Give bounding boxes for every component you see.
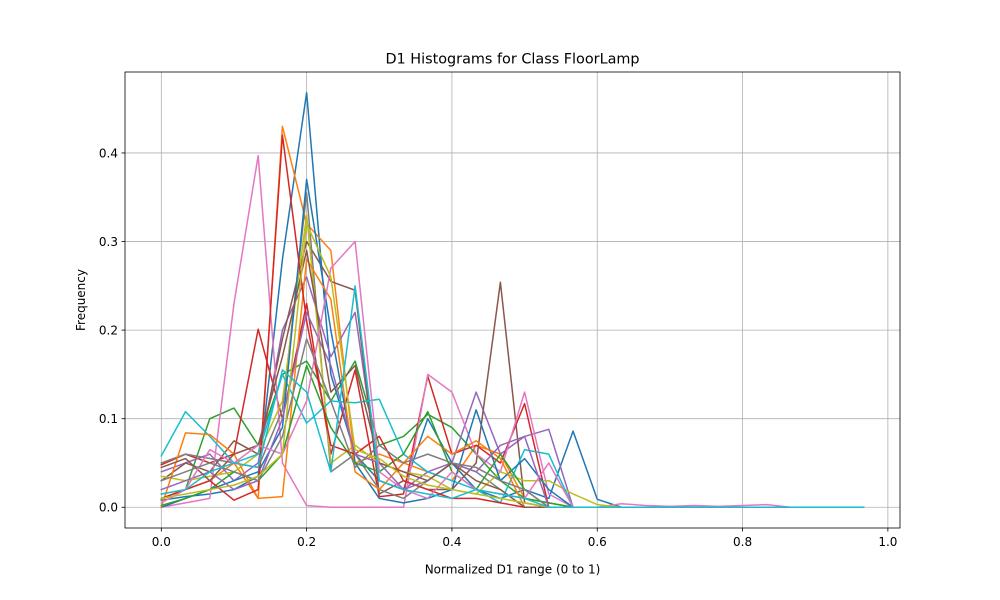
x-tick-label: 0.4 (442, 535, 461, 549)
x-tick-label: 0.6 (588, 535, 607, 549)
y-tick-label: 0.3 (99, 235, 118, 249)
y-tick-label: 0.2 (99, 323, 118, 337)
x-tick-label: 0.8 (733, 535, 752, 549)
series-line-20 (160, 285, 865, 509)
plot-frame (124, 71, 901, 529)
x-tick-label: 0.2 (297, 535, 316, 549)
x-axis-label: Normalized D1 range (0 to 1) (425, 563, 601, 577)
x-tick-label: 1.0 (878, 535, 897, 549)
series-lines (160, 91, 865, 509)
y-axis: 0.0 0.1 0.2 0.3 0.4 (99, 146, 125, 515)
y-axis-label: Frequency (74, 269, 88, 331)
y-tick-label: 0.4 (99, 146, 118, 160)
y-tick-label: 0.1 (99, 412, 118, 426)
series-line-7 (160, 154, 865, 509)
y-tick-label: 0.0 (99, 501, 118, 515)
grid (125, 72, 900, 528)
x-tick-label: 0.0 (152, 535, 171, 549)
chart-title: D1 Histograms for Class FloorLamp (385, 52, 639, 68)
x-axis: 0.0 0.2 0.4 0.6 0.8 1.0 (152, 528, 897, 549)
